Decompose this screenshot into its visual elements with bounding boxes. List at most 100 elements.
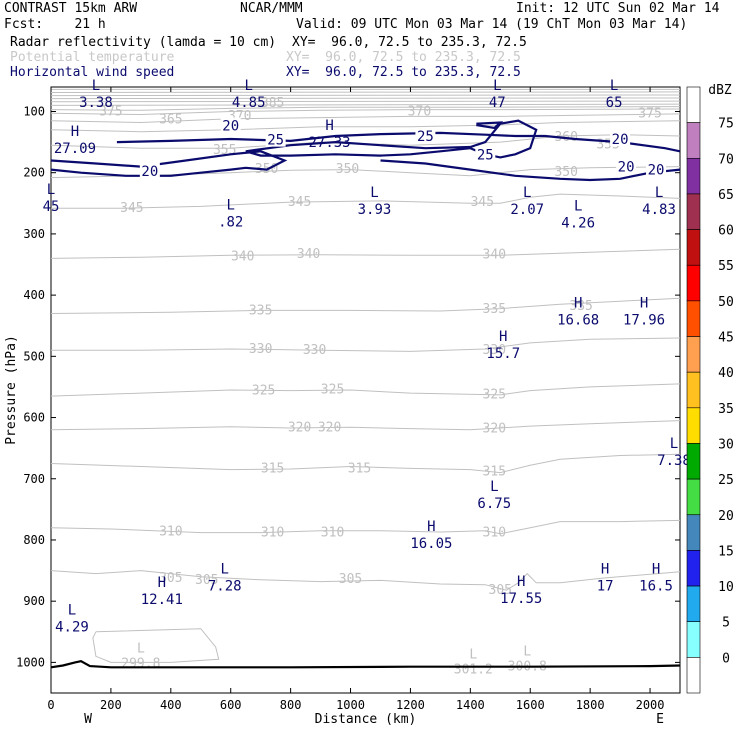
wind-label-bg [139,162,160,178]
speed-extremum-value: 27.33 [308,135,350,151]
x-tick-label: 1000 [336,698,365,712]
x-tick-label: 1800 [576,698,605,712]
speed-extremum-marker: L [221,562,229,578]
theta-low-value: 299.8 [121,656,160,671]
colorbar-cell [686,585,701,623]
theta-contour-label: 315 [348,461,371,476]
x-tick-label: 600 [220,698,242,712]
theta-contour-label: 330 [249,342,272,357]
theta-contour-label: 320 [288,420,311,435]
colorbar-tick-label: 60 [718,224,734,239]
theta-isentrope-325 [50,383,681,397]
speed-extremum-marker: L [68,603,76,619]
theta-contour-label: 350 [336,162,359,177]
xy-reflectivity: XY= 96.0, 72.5 to 235.3, 72.5 [292,35,527,50]
speed-extremum-marker: L [490,479,498,495]
colorbar-tick-label: 5 [722,616,730,631]
wind-contour-label: 20 [141,164,158,180]
wind-label-bg [415,127,436,143]
speed-extremum-marker: H [640,295,648,311]
theta-contour-label: 325 [483,387,506,402]
wind-contour-label: 20 [612,132,629,148]
init-time: Init: 12 UTC Sun 02 Mar 14 [516,1,720,16]
wind-label-bg [616,158,637,174]
x-axis-west-label: W [84,712,92,727]
x-tick-label: 1400 [456,698,485,712]
theta-isentrope-305 [50,570,681,591]
field-reflectivity: Radar reflectivity (lamda = 10 cm) [10,35,277,50]
theta-isentrope-375 [50,106,681,111]
colorbar-cell [686,193,701,230]
theta-contour-label: 325 [252,384,275,399]
speed-extremum-value: 7.38 [657,453,691,469]
y-tick-label: 700 [23,472,45,486]
x-axis-east-label: E [656,712,664,727]
wind-label-bg [220,117,241,133]
theta-contour-label: 305 [159,571,182,586]
speed-extremum-marker: L [523,185,531,201]
wind-contour-label: 20 [618,160,635,176]
wind-label-bg [475,146,496,162]
field-wind: Horizontal wind speed [10,65,175,80]
colorbar-tick-label: 35 [718,402,734,417]
colorbar-tick-label: 40 [718,366,734,381]
y-tick-label: 900 [23,594,45,608]
speed-extremum-value: 4.29 [55,620,89,636]
theta-contour-label: 320 [483,422,506,437]
y-tick-label: 1000 [16,655,45,669]
y-tick-label: 500 [23,349,45,363]
theta-isentrope-380 [50,103,681,106]
colorbar-tick-label: 15 [718,544,734,559]
institution: NCAR/MMM [240,1,303,16]
speed-extremum-marker: H [499,329,507,345]
colorbar-cell [686,371,701,409]
y-tick-label: 600 [23,411,45,425]
speed-extremum-value: 15.7 [486,346,520,362]
theta-low-marker: L [523,644,531,659]
wind-label-bg [610,131,631,147]
theta-contour-label: 350 [554,165,577,180]
speed-extremum-marker: H [574,295,582,311]
colorbar-tick-label: 30 [718,437,734,452]
theta-contour-label: 320 [318,420,341,435]
speed-extremum-value: 7.28 [208,579,242,595]
y-tick-label: 300 [23,227,45,241]
wind-contour-label: 20 [648,163,665,179]
theta-isentrope-335 [50,297,681,314]
theta-contour-label: 310 [261,526,284,541]
theta-low-marker: L [137,641,145,656]
theta-contour-label: 345 [471,195,494,210]
speed-extremum-marker: L [244,78,252,94]
theta-contour-label: 310 [159,524,182,539]
colorbar-cell [686,443,701,480]
speed-extremum-value: 3.38 [79,95,113,111]
speed-extremum-marker: L [47,182,55,198]
theta-contour-label: 315 [261,461,284,476]
colorbar-cell [686,300,701,337]
theta-isentrope-385 [50,100,681,103]
speed-extremum-value: 6.75 [477,496,511,512]
speed-extremum-marker: L [226,197,234,213]
colorbar-tick-label: 70 [718,152,734,167]
speed-extremum-marker: H [325,118,333,134]
x-tick-label: 2000 [636,698,665,712]
wind-contour-20 [380,159,681,182]
speed-extremum-marker: L [574,199,582,215]
speed-extremum-value: 16.68 [557,312,599,328]
x-tick-label: 1200 [396,698,425,712]
speed-extremum-marker: L [610,78,618,94]
colorbar-cell [686,621,701,658]
theta-isentrope-315 [50,453,681,474]
speed-extremum-marker: H [652,562,660,578]
theta-isentrope-360 [50,120,681,133]
speed-extremum-marker: H [427,519,435,535]
x-tick-label: 1600 [516,698,545,712]
plot-frame [50,86,681,694]
theta-isentrope-400 [50,91,681,93]
colorbar-unit: dBZ [708,83,732,98]
speed-extremum-value: 3.93 [358,202,392,218]
colorbar-tick-label: 45 [718,331,734,346]
wind-contour-25 [245,119,538,159]
theta-contour-label: 305 [195,573,218,588]
theta-isentrope-310 [50,519,681,535]
